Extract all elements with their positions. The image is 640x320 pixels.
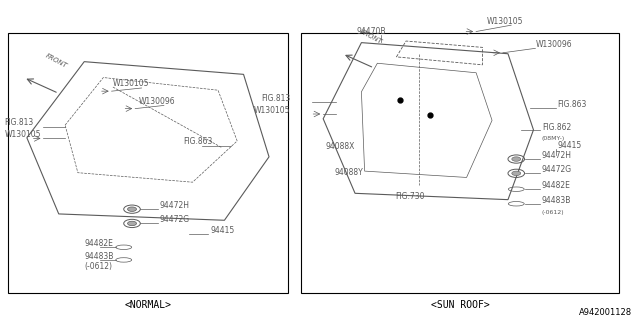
Text: W130105: W130105: [487, 17, 524, 26]
Text: 94472H: 94472H: [159, 201, 189, 210]
Text: W130096: W130096: [536, 40, 572, 49]
Text: FIG.863: FIG.863: [183, 137, 212, 146]
Circle shape: [127, 221, 136, 226]
Text: FIG.813: FIG.813: [4, 118, 34, 127]
Text: (08MY-): (08MY-): [541, 136, 565, 141]
Circle shape: [127, 207, 136, 212]
Text: 94483B: 94483B: [84, 252, 114, 261]
Text: W130096: W130096: [138, 97, 175, 106]
Text: 94088X: 94088X: [325, 142, 355, 151]
Text: 94472H: 94472H: [541, 151, 572, 160]
Text: FRONT: FRONT: [360, 29, 383, 45]
Text: 94472G: 94472G: [541, 165, 572, 174]
Text: 94415: 94415: [211, 226, 235, 235]
Text: FIG.813: FIG.813: [261, 94, 291, 103]
Text: 94088Y: 94088Y: [335, 168, 364, 177]
Text: FIG.730: FIG.730: [395, 192, 425, 201]
Text: <NORMAL>: <NORMAL>: [124, 300, 172, 309]
Text: W130105: W130105: [254, 106, 291, 115]
Text: FRONT: FRONT: [45, 52, 68, 69]
Text: (-0612): (-0612): [541, 210, 564, 215]
Text: 94482E: 94482E: [84, 239, 113, 248]
Text: <SUN ROOF>: <SUN ROOF>: [431, 300, 490, 309]
Text: W130105: W130105: [4, 130, 41, 139]
Text: W130105: W130105: [113, 79, 149, 88]
Text: 94470B: 94470B: [357, 27, 387, 36]
Circle shape: [512, 171, 521, 176]
Text: 94472G: 94472G: [159, 215, 189, 225]
Circle shape: [512, 157, 521, 161]
Text: FIG.863: FIG.863: [557, 100, 586, 109]
Text: A942001128: A942001128: [579, 308, 632, 317]
Text: (-0612): (-0612): [84, 262, 112, 271]
Text: 94415: 94415: [557, 141, 581, 150]
Text: 94483B: 94483B: [541, 196, 571, 205]
Text: FIG.862: FIG.862: [541, 123, 571, 132]
Text: 94482E: 94482E: [541, 181, 571, 190]
